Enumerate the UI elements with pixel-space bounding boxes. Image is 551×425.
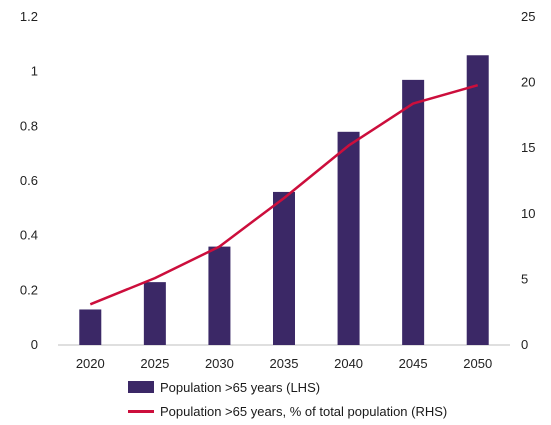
bar <box>79 309 102 345</box>
left-tick-label: 0.4 <box>20 228 38 243</box>
legend-label-line: Population >65 years, % of total populat… <box>160 403 448 419</box>
bar <box>273 191 295 345</box>
right-tick-label: 15 <box>521 140 535 155</box>
left-tick-label: 0.6 <box>20 173 38 188</box>
legend-swatch-line <box>128 409 154 413</box>
bar <box>466 55 489 346</box>
legend: Population >65 years (LHS) Population >6… <box>128 377 447 425</box>
left-tick-label: 1.2 <box>20 9 38 24</box>
legend-entry-line: Population >65 years, % of total populat… <box>128 401 447 421</box>
legend-label-bar: Population >65 years (LHS) <box>160 379 321 395</box>
bar <box>402 79 425 345</box>
right-tick-label: 20 <box>521 75 535 90</box>
right-tick-label: 5 <box>521 271 528 286</box>
bar <box>143 282 166 345</box>
right-axis-ticks: 0 5 10 15 20 25 <box>521 9 535 352</box>
left-axis-ticks: 0 0.2 0.4 0.6 0.8 1 1.2 <box>20 9 38 352</box>
bar <box>337 131 360 345</box>
bar-series <box>79 55 489 346</box>
x-axis-ticks: 2020 2025 2030 2035 2040 2045 2050 <box>76 356 492 371</box>
legend-entry-bar: Population >65 years (LHS) <box>128 377 447 397</box>
legend-swatch-bar <box>128 381 154 393</box>
right-tick-label: 25 <box>521 9 535 24</box>
x-tick-label: 2050 <box>463 356 492 371</box>
left-tick-label: 0.8 <box>20 118 38 133</box>
right-tick-label: 0 <box>521 337 528 352</box>
right-tick-label: 10 <box>521 206 535 221</box>
x-tick-label: 2040 <box>334 356 363 371</box>
x-tick-label: 2035 <box>270 356 299 371</box>
bar <box>208 246 231 345</box>
x-tick-label: 2025 <box>140 356 169 371</box>
x-tick-label: 2020 <box>76 356 105 371</box>
left-tick-label: 0.2 <box>20 282 38 297</box>
x-tick-label: 2045 <box>399 356 428 371</box>
left-tick-label: 1 <box>31 64 38 79</box>
line-series <box>89 83 479 306</box>
x-tick-label: 2030 <box>205 356 234 371</box>
left-tick-label: 0 <box>31 337 38 352</box>
